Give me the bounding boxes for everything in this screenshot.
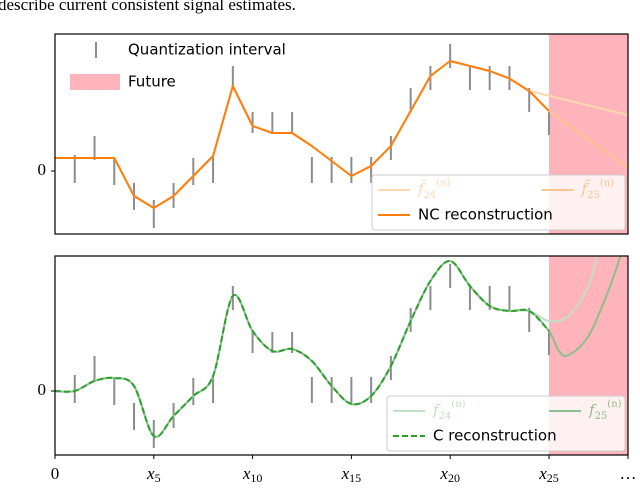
- x-tick-label: x15: [341, 464, 362, 485]
- tick-sub: 15: [349, 471, 361, 485]
- legend-label: Future: [128, 73, 176, 91]
- legend-label: f25(n): [588, 399, 622, 422]
- x-tick-label: 0: [51, 464, 60, 483]
- tick-base: x: [439, 464, 448, 483]
- legend-label: Quantization interval: [128, 41, 286, 59]
- label-sup: (n): [436, 178, 450, 189]
- legend-future: [70, 74, 120, 90]
- tick-base: …: [620, 464, 637, 483]
- label-base: f: [588, 401, 597, 419]
- axes-frame: [54, 255, 629, 456]
- label-sup: (n): [607, 399, 621, 410]
- series-line: [55, 60, 550, 209]
- y-tick-label: 0: [38, 160, 47, 179]
- label-sup: (n): [600, 178, 614, 189]
- caption-fragment: describe current consistent signal estim…: [0, 0, 296, 14]
- y-tick-label: 0: [38, 380, 47, 399]
- tick-base: 0: [51, 464, 60, 483]
- tick-base: x: [538, 464, 547, 483]
- axes-frame: [54, 33, 629, 235]
- x-tick-label: x20: [439, 464, 460, 485]
- legend-label: f̃25(n): [581, 178, 615, 201]
- x-tick-label: …: [620, 464, 637, 483]
- legend-label: f̃24(n): [417, 178, 451, 201]
- legend-label: f24(n): [432, 399, 466, 422]
- legend-box: [371, 174, 626, 231]
- label-base: f̃: [417, 180, 427, 198]
- label-sub: 24: [424, 190, 437, 201]
- x-tick-label: x10: [242, 464, 263, 485]
- label-sub: 25: [587, 190, 600, 201]
- tick-base: x: [146, 464, 155, 483]
- label-sup: (n): [451, 399, 465, 410]
- tick-sub: 5: [155, 471, 161, 485]
- x-tick-label: x5: [146, 464, 161, 485]
- label-base: f: [432, 401, 441, 419]
- x-tick-label: x25: [538, 464, 559, 485]
- series-line: [55, 260, 550, 438]
- label-sub: 24: [439, 411, 452, 422]
- label-sub: 25: [595, 411, 608, 422]
- tick-sub: 25: [547, 471, 559, 485]
- tick-base: x: [242, 464, 251, 483]
- tick-sub: 20: [448, 471, 460, 485]
- tick-sub: 10: [250, 471, 262, 485]
- label-base: f̃: [581, 180, 591, 198]
- legend-label: C reconstruction: [433, 427, 557, 445]
- legend-box: [386, 395, 626, 452]
- legend-label: NC reconstruction: [418, 206, 553, 224]
- tick-base: x: [341, 464, 350, 483]
